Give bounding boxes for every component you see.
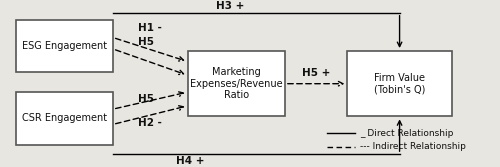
- Text: _ Direct Relationship: _ Direct Relationship: [360, 129, 453, 138]
- Text: H1 -: H1 -: [138, 23, 162, 33]
- FancyBboxPatch shape: [188, 51, 285, 116]
- FancyBboxPatch shape: [347, 51, 452, 116]
- Text: H5: H5: [138, 94, 154, 104]
- Text: H5 +: H5 +: [302, 68, 330, 78]
- Text: Marketing
Expenses/Revenue
Ratio: Marketing Expenses/Revenue Ratio: [190, 67, 282, 100]
- Text: H2 -: H2 -: [138, 118, 162, 128]
- Text: ESG Engagement: ESG Engagement: [22, 41, 107, 51]
- FancyBboxPatch shape: [16, 92, 113, 145]
- Text: CSR Engagement: CSR Engagement: [22, 113, 107, 123]
- Text: --- Indirect Relationship: --- Indirect Relationship: [360, 142, 466, 151]
- Text: Firm Value
(Tobin's Q): Firm Value (Tobin's Q): [374, 73, 426, 95]
- Text: H5: H5: [138, 37, 154, 47]
- Text: H3 +: H3 +: [216, 1, 244, 11]
- Text: H4 +: H4 +: [176, 156, 204, 166]
- FancyBboxPatch shape: [16, 20, 113, 72]
